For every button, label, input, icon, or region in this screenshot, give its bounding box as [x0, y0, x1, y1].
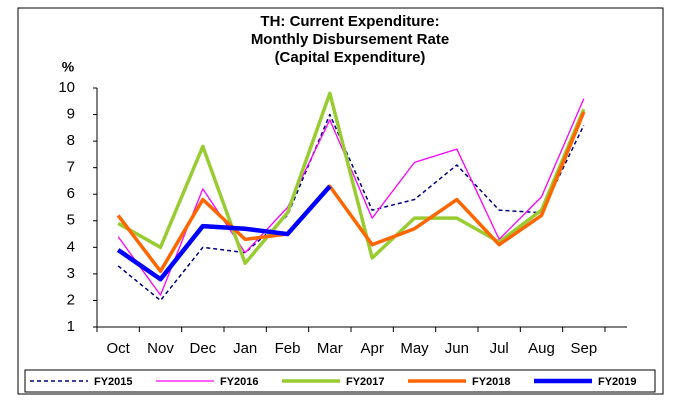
x-tick-label: Sep: [570, 340, 597, 357]
y-tick-label: 3: [67, 265, 75, 282]
x-tick-label: Feb: [275, 340, 301, 357]
x-tick-label: Apr: [360, 340, 383, 357]
chart-title: TH: Current Expenditure:: [260, 13, 439, 30]
series-line: [116, 184, 332, 282]
x-tick-label: May: [400, 340, 429, 357]
y-tick-label: 2: [67, 291, 75, 308]
series-line: [117, 113, 585, 302]
y-tick-label: 8: [67, 132, 75, 149]
y-tick-label: 1: [67, 318, 75, 335]
y-tick-label: 5: [67, 212, 75, 229]
x-tick-label: Jul: [490, 340, 509, 357]
x-tick-label: Oct: [106, 340, 130, 357]
legend-label: FY2017: [346, 376, 385, 388]
chart-title: (Capital Expenditure): [275, 49, 426, 66]
series-line: [117, 91, 586, 266]
legend-label: FY2016: [220, 376, 259, 388]
y-tick-label: 7: [67, 159, 75, 176]
legend-label: FY2018: [472, 376, 511, 388]
y-tick-label: 10: [58, 79, 75, 96]
x-tick-label: Aug: [528, 340, 555, 357]
legend-label: FY2015: [94, 376, 133, 388]
y-tick-label: 4: [67, 238, 75, 255]
chart-title: Monthly Disbursement Rate: [251, 31, 449, 48]
series-line: [116, 111, 586, 273]
x-tick-label: Mar: [317, 340, 343, 357]
y-tick-label: 9: [67, 106, 75, 123]
legend-label: FY2019: [598, 376, 637, 388]
x-tick-label: Jan: [233, 340, 257, 357]
y-tick-label: 6: [67, 185, 75, 202]
y-axis-label: %: [62, 59, 75, 75]
x-tick-label: Jun: [445, 340, 469, 357]
x-tick-label: Dec: [189, 340, 216, 357]
x-tick-label: Nov: [147, 340, 174, 357]
